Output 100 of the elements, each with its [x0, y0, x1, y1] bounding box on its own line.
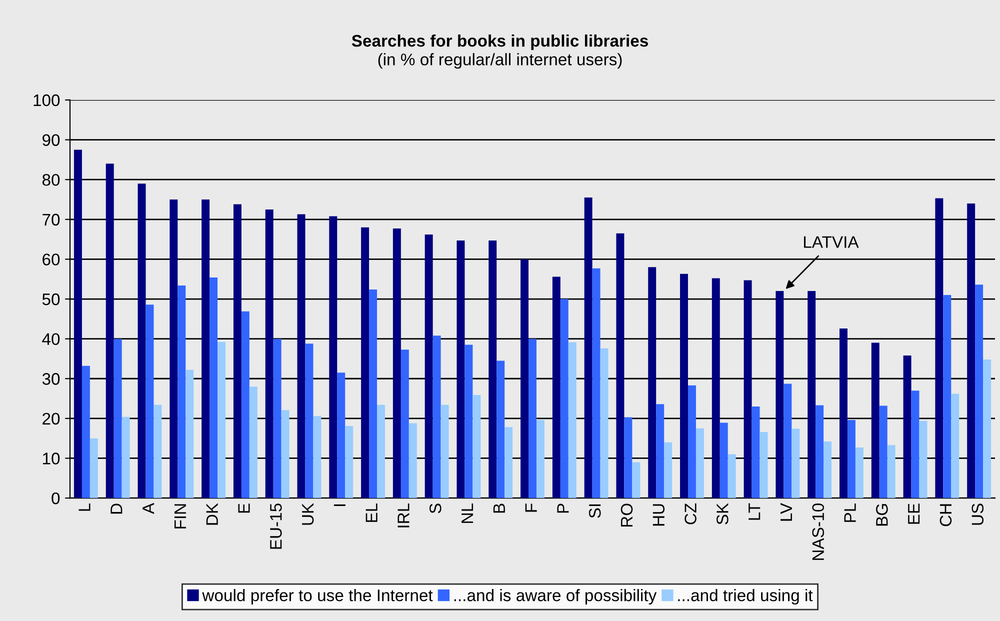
- bar: [369, 289, 378, 498]
- y-tick-label: 0: [52, 492, 60, 504]
- bar: [408, 423, 417, 498]
- bar: [760, 432, 768, 498]
- bar: [392, 228, 401, 498]
- x-tick-label: D: [110, 504, 122, 514]
- bar: [456, 240, 465, 498]
- bar: [632, 462, 640, 498]
- x-tick-label: LT: [748, 503, 760, 520]
- chart-subtitle: (in % of regular/all internet users): [378, 53, 622, 69]
- bar: [840, 328, 848, 498]
- y-tick-label: 70: [42, 214, 60, 226]
- x-tick-label: RO: [620, 504, 633, 527]
- bar: [584, 198, 592, 498]
- bar: [146, 304, 154, 498]
- bar: [784, 384, 792, 498]
- bar: [90, 438, 98, 498]
- y-tick-label: 90: [42, 134, 60, 146]
- bar: [114, 338, 122, 498]
- bar: [122, 416, 130, 498]
- bar: [305, 344, 314, 498]
- bar: [249, 386, 258, 498]
- legend-label: would prefer to use the Internet: [202, 589, 433, 605]
- x-tick-label: F: [525, 504, 537, 512]
- bar: [210, 278, 218, 498]
- bar: [776, 291, 784, 498]
- bar: [824, 442, 832, 498]
- bar: [664, 442, 672, 498]
- bar: [560, 299, 568, 498]
- bar: [361, 227, 370, 498]
- bar: [170, 199, 178, 498]
- bar: [536, 420, 544, 498]
- bar: [808, 291, 816, 498]
- bar: [600, 348, 608, 498]
- bar: [154, 404, 162, 498]
- x-tick-label: SI: [588, 504, 601, 518]
- bar: [265, 209, 274, 498]
- x-tick-label: P: [557, 504, 569, 513]
- x-tick-label: EL: [366, 503, 378, 522]
- bar: [943, 295, 952, 498]
- bar: [313, 416, 322, 498]
- bar: [377, 404, 385, 498]
- bar: [186, 370, 194, 498]
- bar: [847, 420, 856, 498]
- bar: [983, 360, 992, 498]
- x-tick-label: DK: [206, 503, 218, 525]
- bar: [281, 410, 290, 498]
- bar: [903, 356, 912, 498]
- y-tick-label: 80: [42, 174, 60, 186]
- x-tick-label: NAS-10: [812, 504, 824, 560]
- bar: [592, 268, 600, 498]
- x-tick-label: EU-15: [270, 504, 282, 549]
- x-tick-label: IRL: [398, 503, 410, 528]
- bar: [520, 259, 529, 498]
- bar: [616, 233, 624, 498]
- bar: [273, 338, 282, 498]
- x-tick-label: A: [142, 502, 154, 514]
- annotation: LATVIA: [804, 236, 859, 248]
- bar: [871, 342, 880, 498]
- legend-label: ...and is aware of possibility: [454, 589, 657, 605]
- bar: [656, 404, 664, 498]
- bar: [241, 311, 250, 498]
- y-tick-label: 100: [34, 94, 60, 106]
- bar: [879, 406, 888, 498]
- bar: [496, 360, 505, 498]
- bar: [528, 338, 536, 498]
- x-tick-label: HU: [652, 504, 665, 526]
- bar: [202, 199, 210, 498]
- bar: [951, 394, 960, 498]
- bar: [624, 417, 632, 498]
- bar: [74, 150, 82, 498]
- x-tick-label: CH: [940, 504, 952, 526]
- bar: [911, 390, 920, 498]
- x-tick-label: UK: [302, 503, 314, 525]
- bar: [488, 240, 497, 498]
- bar: [720, 422, 728, 498]
- bar: [688, 385, 696, 498]
- x-tick-label: E: [238, 504, 250, 513]
- bar: [935, 198, 944, 498]
- bar: [504, 427, 513, 498]
- x-tick-label: BG: [876, 504, 888, 526]
- bar: [464, 344, 473, 498]
- bar: [329, 216, 338, 498]
- y-tick-label: 20: [42, 412, 60, 425]
- chart-title: Searches for books in public libraries: [352, 34, 648, 50]
- bar: [744, 280, 752, 498]
- bar: [400, 350, 409, 498]
- y-tick-label: 40: [42, 333, 60, 346]
- bar: [752, 406, 760, 498]
- bar: [696, 428, 704, 498]
- bar: [680, 274, 688, 498]
- bar: [432, 336, 441, 498]
- x-tick-label: SK: [716, 503, 728, 524]
- y-tick-label: 10: [43, 452, 60, 464]
- x-tick-label: EE: [908, 504, 920, 524]
- bar: [568, 342, 576, 498]
- bar: [552, 276, 560, 498]
- bar: [792, 428, 800, 498]
- bar: [975, 284, 984, 498]
- bar: [233, 204, 242, 498]
